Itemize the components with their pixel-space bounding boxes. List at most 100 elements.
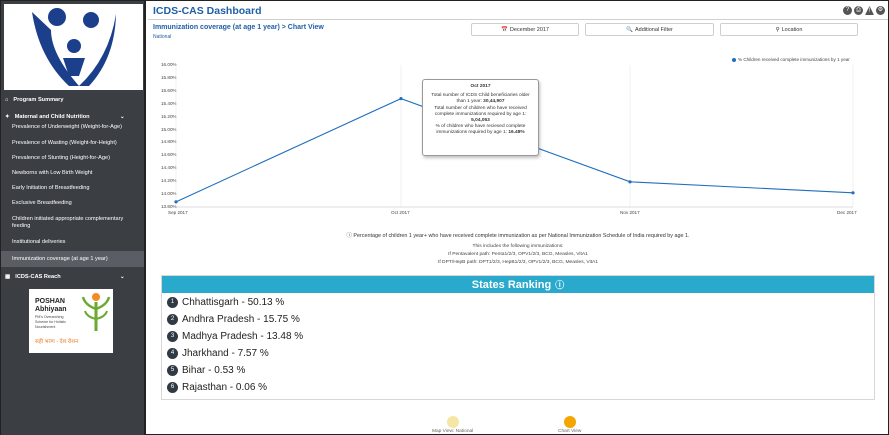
legend-label: % Children received complete immunizatio… [738,57,850,62]
ranking-text: Andhra Pradesh - 15.75 % [182,314,300,325]
icds-logo [4,4,143,90]
sidebar-item-early-breastfeeding[interactable]: Early Initiation of Breastfeeding [12,185,90,191]
y-tick-label: 14.80% [161,139,177,145]
tooltip-line: Total number of children who have receiv… [434,105,527,111]
x-tick-label: Nov 2017 [620,210,640,215]
y-tick-label: 14.00% [161,191,177,197]
y-tick-label: 14.60% [161,152,177,158]
chevron-down-icon: ⌄ [120,274,125,280]
states-ranking-header: States Ranking ⓘ [162,276,874,293]
ranking-row: 1 Chhattisgarh - 50.13 % [167,297,284,308]
gear-icon[interactable]: ⚙ [876,6,885,15]
rank-badge: 3 [167,331,178,342]
poshan-abhiyaan-logo: POSHAN Abhiyaan PM's Overarching Scheme … [29,289,113,353]
tooltip-line: % of children who have recieved complete [435,124,526,130]
immunization-note-heading: This includes the following immunization… [472,244,564,249]
data-point[interactable] [399,96,403,101]
sidebar-section-maternal-child-nutrition[interactable]: ✦ Maternal and Child Nutrition ⌄ [5,114,125,120]
calendar-icon: 📅 [501,26,508,33]
y-tick-label: 15.80% [161,74,177,80]
ranking-row: 3 Madhya Pradesh - 13.48 % [167,331,303,342]
ranking-row: 5 Bihar - 0.53 % [167,365,245,376]
nutrition-icon: ✦ [5,114,10,120]
legend-marker [732,57,736,62]
rank-badge: 6 [167,382,178,393]
y-tick-label: 14.20% [161,178,177,184]
ranking-text: Chhattisgarh - 50.13 % [182,297,285,308]
tooltip-line: than 1 year: 30,44,907 [456,99,505,105]
title-divider [148,19,888,20]
sidebar-item-program-summary[interactable]: ⌂ Program Summary [5,97,64,103]
rank-badge: 2 [167,314,178,325]
rank-badge: 1 [167,297,178,308]
y-tick-label: 13.80% [161,204,177,209]
app-title: ICDS-CAS Dashboard [153,5,262,17]
data-point[interactable] [628,180,632,184]
info-icon[interactable]: ⓘ [555,280,565,290]
main-panel: ICDS-CAS Dashboard ? ⎙ ! ⚙ Immunization … [148,1,888,435]
y-tick-label: 15.20% [161,113,177,119]
states-ranking-panel: States Ranking ⓘ 1 Chhattisgarh - 50.13 … [161,275,875,400]
sidebar-item-wasting[interactable]: Prevalence of Wasting (Weight-for-Height… [12,140,117,146]
sidebar-item-immunization-coverage[interactable]: Immunization coverage (at age 1 year) [1,251,144,267]
immunization-note-pentavalent: If Pentavalent path: Penta1/2/3, OPV1/2/… [448,252,588,257]
sidebar-section-icds-reach[interactable]: ▦ ICDS-CAS Reach ⌄ [5,274,125,280]
chevron-down-icon: ⌄ [120,114,125,120]
ranking-row: 4 Jharkhand - 7.57 % [167,348,269,359]
chart-tooltip: Oct 2017 Total number of ICDS Child bene… [422,79,539,156]
ranking-row: 2 Andhra Pradesh - 15.75 % [167,314,300,325]
tooltip-line: Total number of ICDS Child beneficiaries… [431,93,530,99]
help-icon[interactable]: ? [843,6,852,15]
x-tick-label: Dec 2017 [837,210,857,215]
location-subtitle: National [153,34,172,40]
data-point[interactable] [174,200,178,204]
chart-view-dot[interactable] [563,416,576,428]
ranking-row: 6 Rajasthan - 0.06 % [167,382,267,393]
immunization-note-dpt: If DPT/HepB path: DPT1/2/3, HepB1/2/3, O… [437,260,599,265]
map-view-dot[interactable] [446,416,459,428]
sidebar-item-stunting[interactable]: Prevalence of Stunting (Height-for-Age) [12,155,110,161]
search-icon: 🔍 [626,26,633,33]
bar-chart-icon: ▦ [5,274,11,280]
y-tick-label: 14.40% [161,165,177,171]
poshan-figure-icon [81,293,111,331]
ranking-text: Jharkhand - 7.57 % [182,348,269,359]
tooltip-line: complete immunizations required by age 1… [434,111,527,117]
x-tick-label: Sep 2017 [168,210,188,215]
x-tick-label: Oct 2017 [391,210,410,215]
date-filter-button[interactable]: 📅 December 2017 [471,23,579,36]
tooltip-line: immunizations required by age 1: 16.48% [436,130,525,136]
additional-filter-button[interactable]: 🔍 Additional Filter [585,23,714,36]
breadcrumb: Immunization coverage (at age 1 year) > … [153,24,324,31]
data-point[interactable] [851,191,855,195]
sidebar-item-exclusive-breastfeeding[interactable]: Exclusive Breastfeeding [12,200,72,206]
map-view-toggle[interactable]: Map View: National [432,416,473,434]
location-filter-button[interactable]: ⚲ Location [720,23,858,36]
alert-icon[interactable]: ! [865,6,874,15]
rank-badge: 5 [167,365,178,376]
top-icons: ? ⎙ ! ⚙ [843,6,885,15]
sidebar-item-underweight[interactable]: Prevalence of Underweight (Weight-for-Ag… [12,124,122,130]
ranking-text: Rajasthan - 0.06 % [182,382,268,393]
location-pin-icon: ⚲ [775,26,780,33]
chart-legend: % Children received complete immunizatio… [732,57,850,62]
rank-badge: 4 [167,348,178,359]
print-icon[interactable]: ⎙ [854,6,863,15]
home-icon: ⌂ [5,97,9,103]
chart-view-toggle[interactable]: Chart View [558,416,581,434]
y-tick-label: 15.00% [161,126,177,132]
ranking-text: Madhya Pradesh - 13.48 % [182,331,304,342]
sidebar-item-institutional-deliveries[interactable]: Institutional deliveries [12,239,66,245]
sidebar: ⌂ Program Summary ✦ Maternal and Child N… [1,1,146,435]
tooltip-line: 5,04,053 [471,118,490,124]
tooltip-title: Oct 2017 [470,84,491,89]
ranking-text: Bihar - 0.53 % [182,365,246,376]
info-icon: ⓘ [346,233,352,239]
y-tick-label: 15.60% [161,87,177,93]
sidebar-item-low-birth-weight[interactable]: Newborns with Low Birth Weight [12,170,93,176]
chart-description: ⓘ Percentage of children 1 year+ who hav… [346,233,690,239]
mother-child-logo-icon [31,8,116,86]
sidebar-item-complementary-feeding[interactable]: Children initiated appropriate complemen… [12,216,124,229]
y-tick-label: 15.40% [161,100,177,106]
y-tick-label: 16.00% [161,62,177,67]
